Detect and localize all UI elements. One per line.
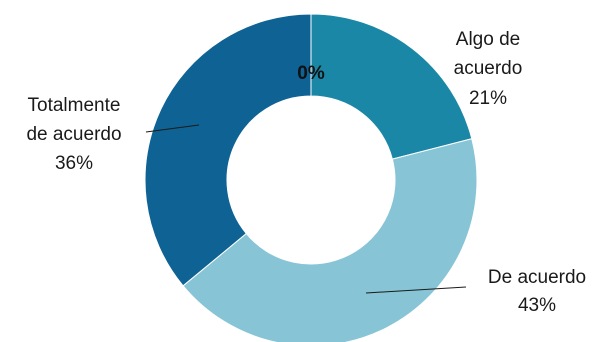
leader-line-de-acuerdo <box>365 286 467 294</box>
slice-label-totalmente-line2: de acuerdo <box>26 124 121 145</box>
donut-slice-0 <box>310 13 473 160</box>
slice-label-de-acuerdo: De acuerdo <box>488 267 586 288</box>
slice-value-totalmente: 36% <box>55 153 93 174</box>
slice-value-algo: 21% <box>469 88 507 109</box>
slice-value-zero: 0% <box>297 63 325 84</box>
leader-line-totalmente <box>145 124 200 133</box>
slice-label-algo-line1: Algo de <box>456 29 520 50</box>
donut-slice-2 <box>144 13 312 287</box>
slice-value-de-acuerdo: 43% <box>518 295 556 316</box>
donut-slices <box>144 13 478 342</box>
slice-label-totalmente-line1: Totalmente <box>28 95 121 116</box>
slice-label-algo-line2: acuerdo <box>454 58 523 79</box>
